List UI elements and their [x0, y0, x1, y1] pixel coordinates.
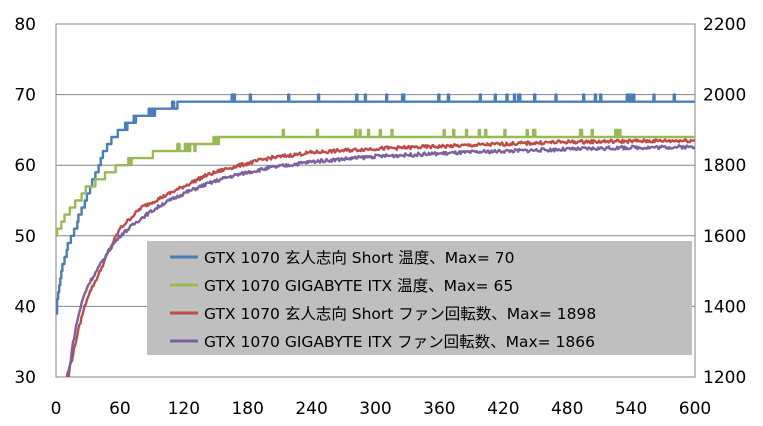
series-line-1 — [56, 93, 695, 315]
x-tick-label: 600 — [679, 399, 711, 419]
series-line-3 — [65, 138, 695, 377]
y-right-tick-label: 2200 — [703, 15, 746, 35]
x-tick-label: 180 — [231, 399, 263, 419]
y-right-tick-label: 1800 — [703, 156, 746, 176]
y-right-tick-label: 1200 — [703, 368, 746, 388]
y-left-tick-label: 40 — [14, 297, 36, 317]
legend-label: GTX 1070 玄人志向 Short ファン回転数、Max= 1898 — [204, 305, 596, 323]
legend-label: GTX 1070 玄人志向 Short 温度、Max= 70 — [204, 249, 514, 267]
y-left-tick-label: 80 — [14, 15, 36, 35]
legend: GTX 1070 玄人志向 Short 温度、Max= 70 GTX 1070 G… — [147, 241, 692, 355]
x-tick-label: 420 — [487, 399, 519, 419]
x-tick-label: 60 — [109, 399, 131, 419]
series-line-2 — [56, 128, 695, 237]
y-right-tick-label: 1600 — [703, 227, 746, 247]
axis-tick-labels: 0 60 120 180 240 300 360 420 480 540 600 30 40 50 60 70… — [14, 15, 746, 419]
y-left-tick-label: 70 — [14, 86, 36, 106]
y-left-tick-label: 50 — [14, 227, 36, 247]
x-tick-label: 240 — [295, 399, 327, 419]
y-right-tick-label: 2000 — [703, 86, 746, 106]
x-tick-label: 360 — [423, 399, 455, 419]
legend-box — [147, 241, 692, 355]
plot-area-border — [55, 23, 696, 378]
x-tick-label: 480 — [551, 399, 583, 419]
y-right-tick-label: 1400 — [703, 297, 746, 317]
x-tick-label: 540 — [615, 399, 647, 419]
series-line-4 — [67, 144, 695, 377]
y-left-tick-label: 30 — [14, 368, 36, 388]
x-tick-label: 0 — [51, 399, 62, 419]
series-layer — [56, 93, 695, 377]
x-tick-label: 120 — [168, 399, 200, 419]
legend-label: GTX 1070 GIGABYTE ITX 温度、Max= 65 — [204, 277, 513, 295]
y-left-tick-label: 60 — [14, 156, 36, 176]
x-tick-label: 300 — [359, 399, 391, 419]
legend-label: GTX 1070 GIGABYTE ITX ファン回転数、Max= 1866 — [204, 333, 595, 351]
